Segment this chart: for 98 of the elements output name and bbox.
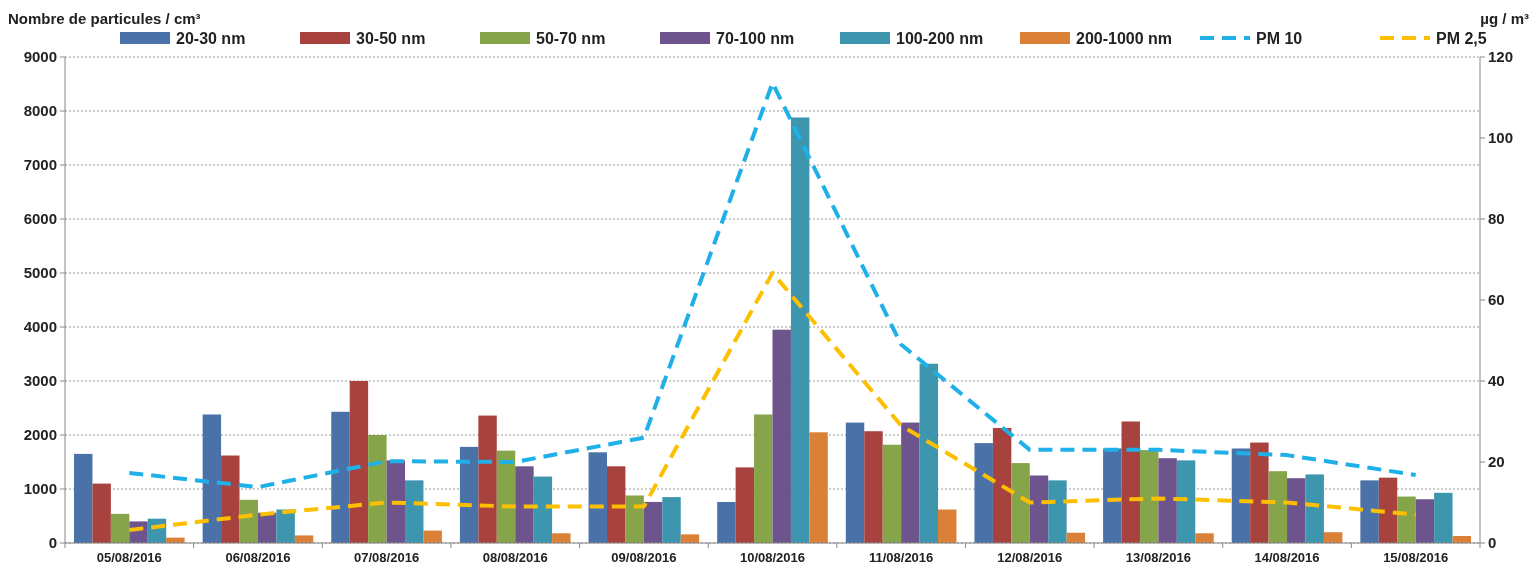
legend-label: 20-30 nm xyxy=(176,30,246,47)
bar xyxy=(349,381,369,543)
bar xyxy=(717,501,736,543)
bar xyxy=(662,497,681,543)
y-tick-label: 4000 xyxy=(23,318,57,336)
y-tick-label: 9000 xyxy=(23,48,57,66)
bar xyxy=(1121,421,1140,543)
x-tick-label: 08/08/2016 xyxy=(482,550,548,565)
x-tick-label: 10/08/2016 xyxy=(739,550,806,565)
bar xyxy=(882,444,902,543)
bar xyxy=(405,480,424,543)
x-tick-label: 07/08/2016 xyxy=(354,550,420,565)
y-tick-label: 7000 xyxy=(23,156,57,174)
y-tick-label: 2000 xyxy=(23,426,57,444)
bar xyxy=(974,443,993,543)
x-tick-label: 15/08/2016 xyxy=(1383,550,1449,565)
x-tick-label: 09/08/2016 xyxy=(611,550,677,565)
bar xyxy=(1176,460,1196,543)
x-tick-label: 12/08/2016 xyxy=(997,550,1063,565)
bar xyxy=(1158,458,1177,543)
bar xyxy=(1048,480,1067,543)
legend-label: 30-50 nm xyxy=(356,30,426,47)
bar xyxy=(992,427,1012,543)
y-tick-label: 6000 xyxy=(23,210,57,228)
y2-tick-label: 120 xyxy=(1488,48,1514,66)
bar xyxy=(1287,478,1306,543)
legend-label: 50-70 nm xyxy=(536,30,606,47)
x-tick-label: 11/08/2016 xyxy=(868,550,934,565)
bar xyxy=(1305,474,1324,543)
y2-tick-label: 80 xyxy=(1488,210,1505,228)
y-tick-label: 0 xyxy=(48,534,57,552)
y2-tick-label: 40 xyxy=(1488,372,1505,390)
bar xyxy=(478,415,497,543)
bar xyxy=(735,467,755,543)
legend-label: PM 10 xyxy=(1256,30,1303,47)
bar xyxy=(1415,499,1435,543)
bar xyxy=(919,363,939,543)
bar xyxy=(588,452,607,543)
bar xyxy=(92,483,111,543)
y2-axis-title: µg / m³ xyxy=(1480,10,1529,27)
bar xyxy=(845,422,865,543)
bar xyxy=(1360,480,1379,543)
bar xyxy=(110,513,130,543)
bar xyxy=(809,432,828,543)
bar xyxy=(938,509,957,543)
bar xyxy=(533,476,553,543)
bar xyxy=(606,466,626,543)
bar xyxy=(1378,477,1398,543)
bar xyxy=(1268,471,1288,543)
y2-tick-label: 0 xyxy=(1488,534,1497,552)
legend-label: 70-100 nm xyxy=(716,30,795,47)
bar xyxy=(386,460,406,543)
bar xyxy=(901,422,920,543)
bar xyxy=(1231,448,1251,543)
y-tick-label: 3000 xyxy=(23,372,57,390)
y-axis-title: Nombre de particules / cm³ xyxy=(8,10,201,27)
x-tick-label: 06/08/2016 xyxy=(225,550,291,565)
bar xyxy=(643,501,663,543)
bar xyxy=(1250,442,1269,543)
bar xyxy=(552,533,571,543)
legend-label: 100-200 nm xyxy=(896,30,984,47)
bar xyxy=(1029,475,1049,543)
bar xyxy=(790,117,810,543)
bar xyxy=(294,535,314,543)
legend-label: 200-1000 nm xyxy=(1076,30,1173,47)
y2-tick-label: 20 xyxy=(1488,453,1505,471)
legend-label: PM 2,5 xyxy=(1436,30,1487,47)
x-tick-label: 14/08/2016 xyxy=(1254,550,1320,565)
bar xyxy=(331,411,350,543)
bar xyxy=(1139,450,1159,543)
bar xyxy=(680,534,700,543)
bar xyxy=(221,455,240,543)
y-tick-label: 1000 xyxy=(23,480,57,498)
bar xyxy=(423,530,442,543)
bar xyxy=(864,431,883,543)
bar xyxy=(368,435,387,543)
bar xyxy=(754,414,773,543)
x-tick-label: 13/08/2016 xyxy=(1125,550,1191,565)
bar xyxy=(496,450,516,543)
bar xyxy=(772,329,791,543)
bar xyxy=(1397,496,1416,543)
bar xyxy=(515,466,534,543)
line-series xyxy=(127,270,1418,533)
bar xyxy=(1195,533,1214,543)
bar xyxy=(1103,448,1122,543)
bar xyxy=(1011,463,1030,543)
y-tick-label: 5000 xyxy=(23,264,57,282)
y2-tick-label: 100 xyxy=(1488,129,1514,147)
bar xyxy=(1323,532,1343,543)
y-tick-label: 8000 xyxy=(23,102,57,120)
y2-tick-label: 60 xyxy=(1488,291,1505,309)
bar xyxy=(74,453,93,543)
bar xyxy=(202,414,222,543)
bar xyxy=(625,495,644,543)
bar xyxy=(276,509,295,543)
bar xyxy=(1434,492,1453,543)
x-tick-label: 05/08/2016 xyxy=(96,550,162,565)
bar xyxy=(459,446,479,543)
